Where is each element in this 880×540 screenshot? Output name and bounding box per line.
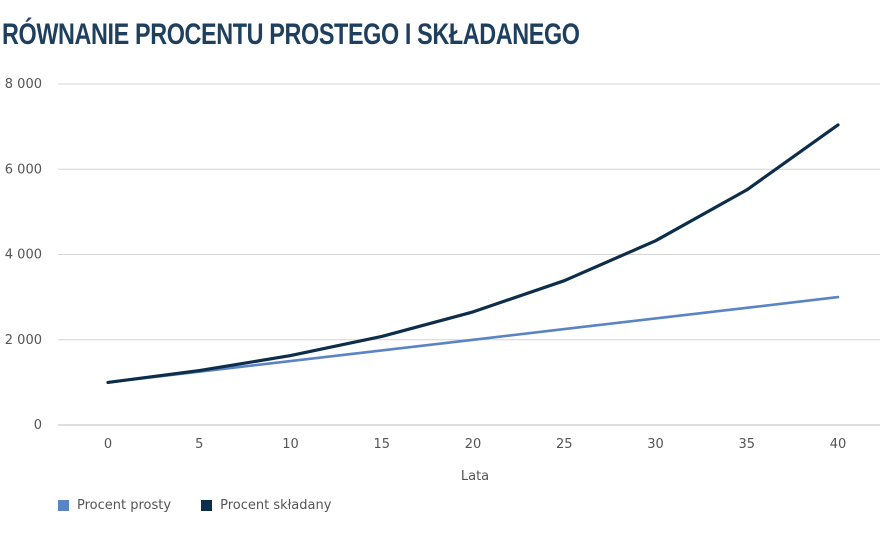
y-tick-label: 2 000: [5, 333, 42, 348]
series-line-0: [106, 295, 840, 384]
x-tick-label: 15: [373, 437, 390, 452]
x-tick-label: 30: [647, 437, 664, 452]
legend-item-simple: Procent prosty: [58, 498, 171, 513]
y-tick-labels: 0 2 000 4 000 6 000 8 000: [5, 77, 42, 433]
legend-swatch-simple: [58, 500, 69, 511]
series-lines: [106, 123, 840, 384]
y-tick-label: 0: [34, 418, 42, 433]
x-tick-label: 40: [830, 437, 847, 452]
x-tick-label: 20: [465, 437, 482, 452]
x-tick-label: 5: [195, 437, 203, 452]
x-tick-label: 0: [104, 437, 112, 452]
legend-item-compound: Procent składany: [201, 498, 331, 513]
y-tick-label: 4 000: [5, 248, 42, 263]
x-tick-label: 35: [738, 437, 755, 452]
legend-label-simple: Procent prosty: [77, 498, 172, 513]
y-tick-label: 8 000: [5, 77, 42, 92]
legend-label-compound: Procent składany: [220, 498, 332, 513]
chart-title: RÓWNANIE PROCENTU PROSTEGO I SKŁADANEGO: [2, 18, 580, 51]
y-tick-label: 6 000: [5, 162, 42, 177]
x-axis-title: Lata: [461, 469, 489, 484]
series-line-1: [106, 123, 840, 384]
legend: Procent prosty Procent składany: [58, 498, 331, 513]
x-tick-label: 10: [282, 437, 299, 452]
x-tick-labels: 0 5 10 15 20 25 30 35 40: [104, 437, 846, 452]
x-tick-label: 25: [556, 437, 573, 452]
legend-swatch-compound: [201, 500, 213, 511]
